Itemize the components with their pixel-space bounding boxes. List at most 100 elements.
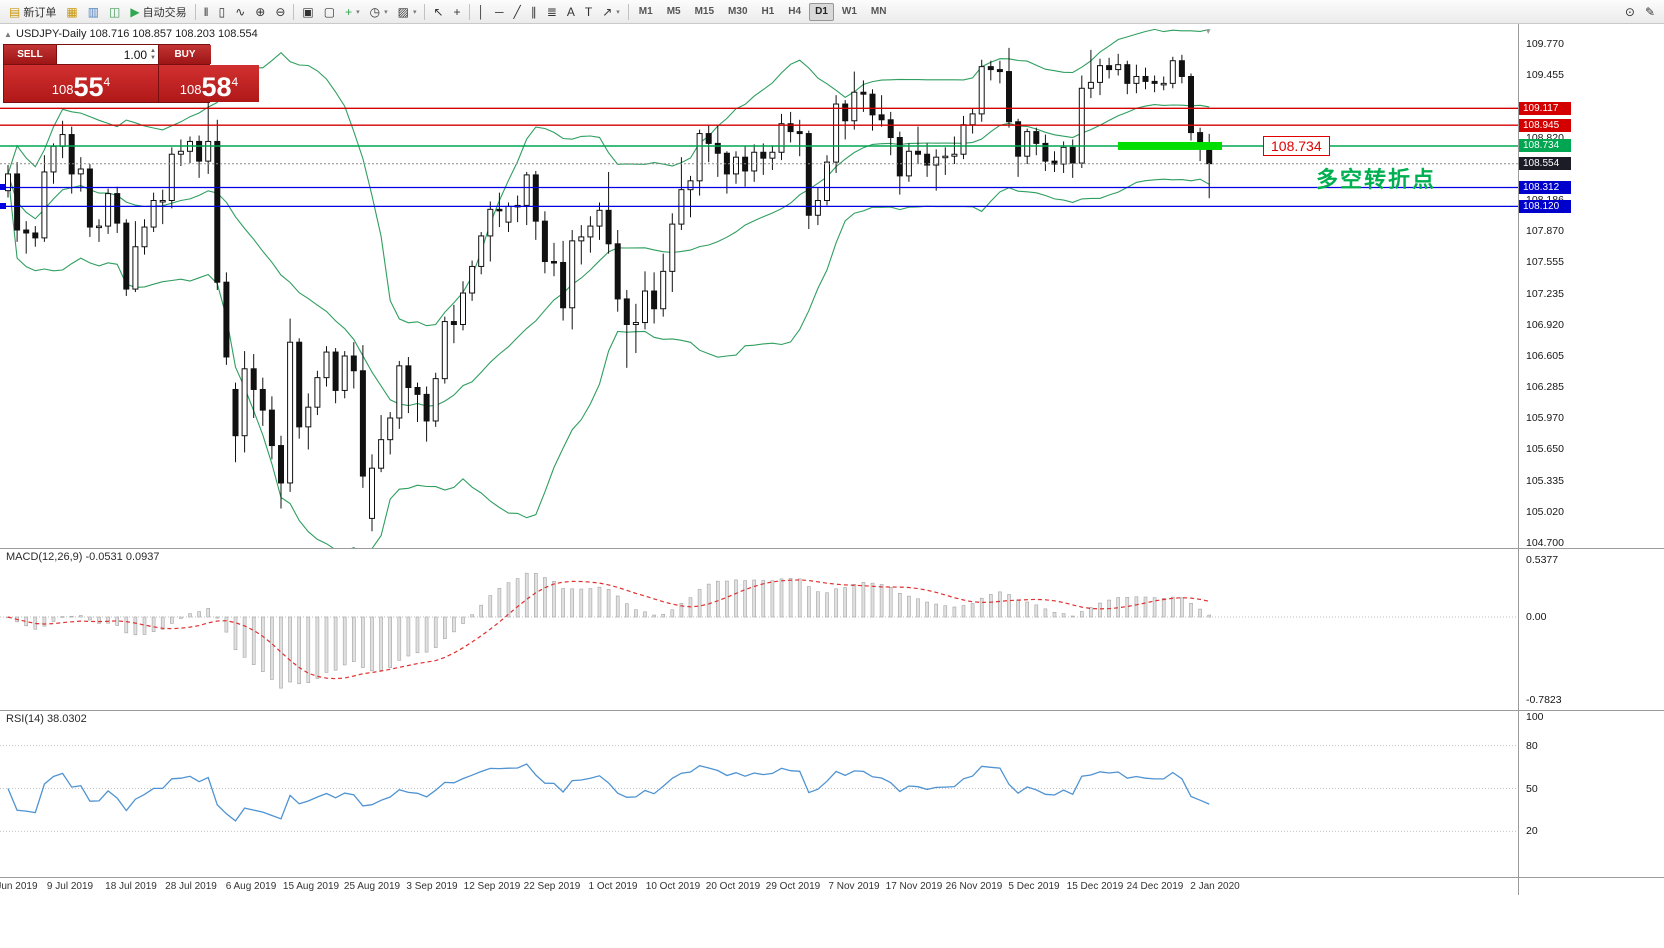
candle-body xyxy=(833,103,840,163)
candle-body xyxy=(478,235,485,267)
candle-body xyxy=(68,134,75,175)
cursor-icon[interactable]: ↖ xyxy=(428,2,448,22)
line-chart-icon[interactable]: ∿ xyxy=(230,2,250,22)
timeframe-button-m1[interactable]: M1 xyxy=(638,6,653,17)
buy-button[interactable]: BUY xyxy=(159,45,211,64)
text-icon[interactable]: A xyxy=(562,2,580,22)
candle-body xyxy=(887,119,894,139)
candle-body xyxy=(1069,146,1076,164)
charts-icon: ▦ xyxy=(66,4,78,19)
macd-bar xyxy=(179,616,183,619)
chart-shift-marker[interactable]: ▾ xyxy=(1206,26,1211,36)
toolbar-separator xyxy=(293,3,295,20)
macd-bar xyxy=(979,597,984,618)
sell-price-button[interactable]: 108 55 4 xyxy=(4,65,158,102)
bar-chart-icon[interactable]: ‖ xyxy=(199,2,214,22)
equidistant-channel-icon[interactable]: ∥ xyxy=(526,2,542,22)
chart-canvas[interactable] xyxy=(0,24,1518,948)
oneclick-collapse-icon[interactable]: ▲ xyxy=(4,30,12,39)
cascade-windows-icon[interactable]: ▢ xyxy=(319,2,340,22)
text-label-icon[interactable]: T xyxy=(580,2,597,22)
properties-icon[interactable]: ✎ xyxy=(1640,2,1660,22)
time-axis[interactable]: 30 Jun 2019 9 Jul 2019 18 Jul 2019 28 Jul 2… xyxy=(0,877,1518,897)
buy-price-big: 58 xyxy=(201,71,232,102)
templates-icon[interactable]: ▨ ▾ xyxy=(393,2,422,22)
timeframe-button-d1[interactable]: D1 xyxy=(809,2,834,21)
macd-bar xyxy=(197,611,201,618)
new-order-button-label: 新订单 xyxy=(23,6,57,19)
charts-icon[interactable]: ▦ xyxy=(61,2,82,22)
panel-divider-rsi[interactable] xyxy=(0,710,1664,711)
macd-bar xyxy=(861,582,866,618)
chevron-down-icon: ▾ xyxy=(384,8,388,16)
macd-bar xyxy=(588,588,593,618)
macd-axis-label: 0.00 xyxy=(1526,611,1547,623)
tile-windows-icon[interactable]: ▣ xyxy=(297,2,318,22)
macd-bar xyxy=(843,587,848,618)
price-axis[interactable]: 109.770109.455108.820108.186107.870107.5… xyxy=(1518,24,1664,895)
candle-body xyxy=(942,155,949,159)
candle-body xyxy=(287,341,294,484)
buy-price-button[interactable]: 108 58 4 xyxy=(159,65,259,102)
horizontal-line-icon[interactable]: ─ xyxy=(490,2,509,22)
annotation-text: 多空转折点 xyxy=(1316,167,1437,192)
candle-body xyxy=(960,124,967,155)
panel-divider-macd[interactable] xyxy=(0,548,1664,549)
macd-bar xyxy=(515,578,520,618)
text-label-icon: T xyxy=(584,4,593,19)
indicators-icon[interactable]: + ▾ xyxy=(340,2,365,22)
timeframe-button-h4[interactable]: H4 xyxy=(788,6,802,17)
profiles-icon[interactable]: ▥ xyxy=(83,2,104,22)
date-label: 2 Jan 2020 xyxy=(1190,881,1240,892)
candlestick-chart-icon[interactable]: ▯ xyxy=(214,2,231,22)
highlight-rectangle xyxy=(1118,141,1222,150)
candle-body xyxy=(1024,131,1031,157)
macd-bar xyxy=(925,601,929,618)
candle-body xyxy=(814,199,821,216)
volume-input[interactable]: 1.00 ▲ ▼ xyxy=(57,45,158,64)
horizontal-line-icon: ─ xyxy=(495,4,504,19)
date-label: 30 Jun 2019 xyxy=(0,881,38,892)
timeframe-button-m30[interactable]: M30 xyxy=(728,6,748,17)
hline-anchor-108312[interactable] xyxy=(0,184,6,190)
candle-body xyxy=(259,388,266,411)
zoom-out-icon[interactable]: ⊖ xyxy=(270,2,290,22)
hline-anchor-108120[interactable] xyxy=(0,203,6,209)
search-icon: ⊙ xyxy=(1624,4,1635,19)
fibonacci-icon[interactable]: ≣ xyxy=(542,2,562,22)
new-order-button[interactable]: ▤ 新订单 xyxy=(4,2,61,22)
candle-body xyxy=(1151,80,1158,84)
timeframe-button-m5[interactable]: M5 xyxy=(666,6,681,17)
rsi-axis-label: 100 xyxy=(1526,711,1544,723)
timeframe-button-mn[interactable]: MN xyxy=(870,6,887,17)
trendline-icon[interactable]: ╱ xyxy=(509,2,526,22)
timeframe-button-m15[interactable]: M15 xyxy=(694,6,715,17)
crosshair-icon[interactable]: + xyxy=(449,2,466,22)
vertical-line-icon[interactable]: │ xyxy=(473,2,491,22)
macd-bar xyxy=(743,580,747,618)
data-window-icon[interactable]: ◫ xyxy=(104,2,125,22)
timeframe-button-h1[interactable]: H1 xyxy=(761,6,775,17)
candle-body xyxy=(751,151,758,172)
zoom-in-icon[interactable]: ⊕ xyxy=(250,2,270,22)
candle-body xyxy=(369,467,375,519)
candle-body xyxy=(978,66,985,115)
macd-bar xyxy=(552,581,556,618)
candle-body xyxy=(441,321,448,380)
sell-button[interactable]: SELL xyxy=(4,45,56,64)
macd-bar xyxy=(870,582,875,618)
volume-spinner[interactable]: ▲ ▼ xyxy=(150,47,156,61)
search-icon[interactable]: ⊙ xyxy=(1620,2,1640,22)
line-chart-icon: ∿ xyxy=(235,4,246,19)
autotrading-button[interactable]: ▶ 自动交易 xyxy=(125,2,191,22)
macd-bar xyxy=(816,591,820,618)
periods-icon[interactable]: ◷ ▾ xyxy=(365,2,393,22)
timeframe-button-w1[interactable]: W1 xyxy=(841,6,857,17)
candle-body xyxy=(1178,60,1185,77)
price-tick: 107.235 xyxy=(1526,288,1564,300)
macd-bar xyxy=(361,616,365,668)
candle-body xyxy=(851,91,858,122)
candle-body xyxy=(214,140,221,283)
chevron-down-icon: ▾ xyxy=(616,8,620,16)
arrows-icon[interactable]: ↗ ▾ xyxy=(597,2,625,22)
